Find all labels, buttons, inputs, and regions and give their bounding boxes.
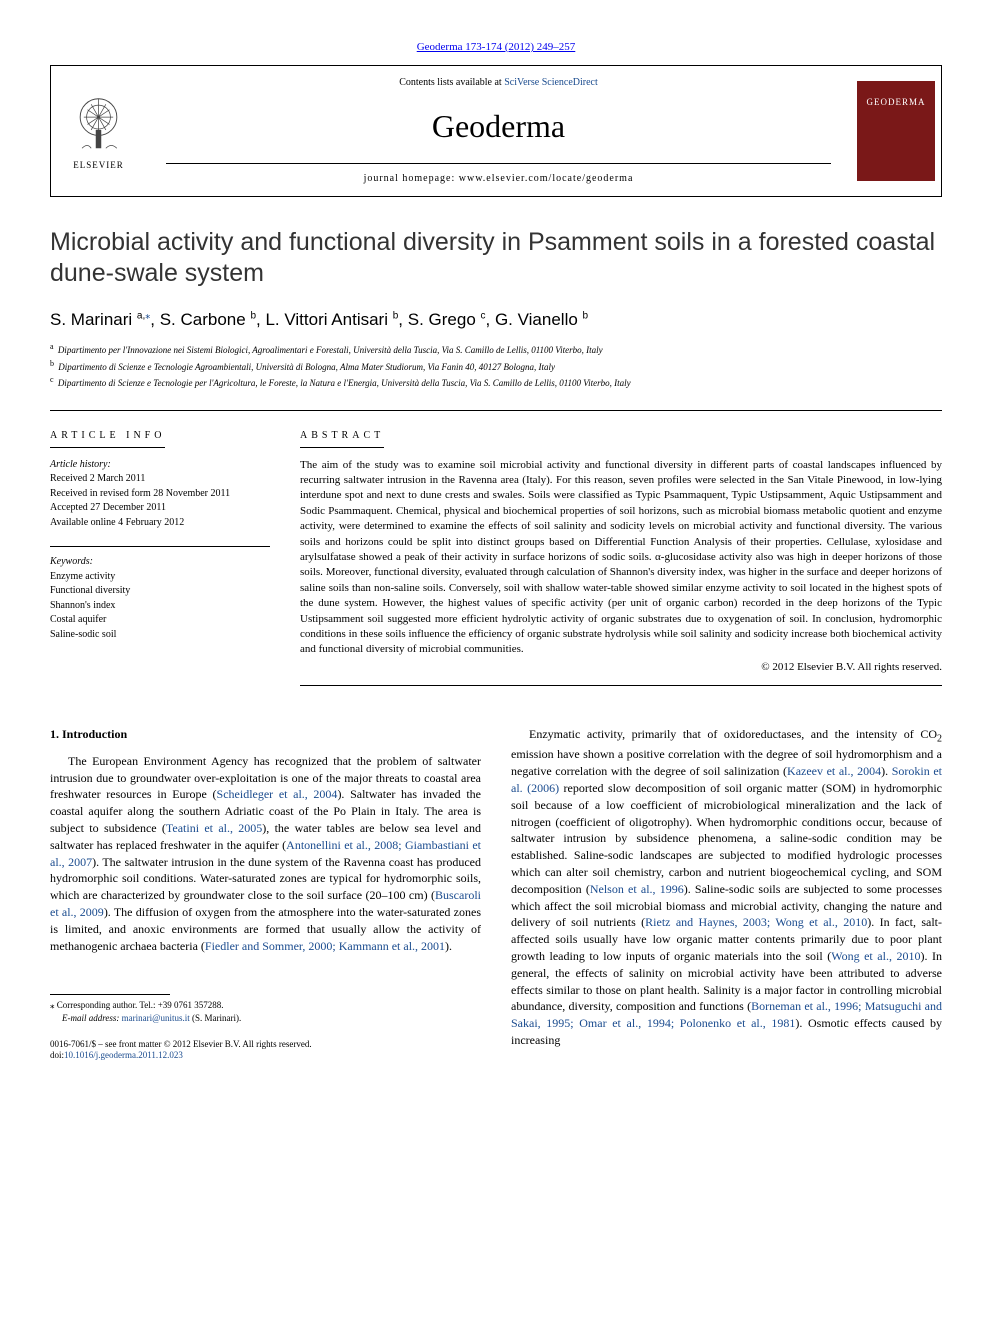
abstract-text: The aim of the study was to examine soil…	[300, 458, 942, 658]
history-revised: Received in revised form 28 November 201…	[50, 487, 270, 502]
history-online: Available online 4 February 2012	[50, 516, 270, 531]
homepage-line: journal homepage: www.elsevier.com/locat…	[166, 172, 831, 186]
authors-line: S. Marinari a,⁎, S. Carbone b, L. Vittor…	[50, 308, 942, 332]
author-1-affil: a,	[137, 310, 145, 321]
citation-link[interactable]: Fiedler and Sommer, 2000; Kammann et al.…	[205, 939, 445, 953]
elsevier-logo: ELSEVIER	[51, 76, 146, 186]
front-matter-text: 0016-7061/$ – see front matter © 2012 El…	[50, 1039, 312, 1049]
history-accepted: Accepted 27 December 2011	[50, 501, 270, 516]
body-columns: 1. Introduction The European Environment…	[50, 726, 942, 1062]
keywords-block: Keywords: Enzyme activity Functional div…	[50, 555, 270, 642]
page-container: Geoderma 173-174 (2012) 249–257 ELSEVIER…	[0, 0, 992, 1102]
meta-abstract-row: article info Article history: Received 2…	[50, 410, 942, 686]
elsevier-label: ELSEVIER	[73, 159, 124, 172]
email-suffix: (S. Marinari).	[190, 1013, 242, 1023]
abstract-bottom-rule	[300, 685, 942, 686]
keyword-5: Saline-sodic soil	[50, 628, 270, 643]
text-run: ).	[445, 939, 452, 953]
journal-cover-thumbnail: GEODERMA	[857, 81, 935, 181]
body-column-right: Enzymatic activity, primarily that of ox…	[511, 726, 942, 1062]
affil-text-b: Dipartimento di Scienze e Tecnologie Agr…	[58, 362, 555, 372]
affiliation-c: c Dipartimento di Scienze e Tecnologie p…	[50, 374, 942, 390]
text-run: reported slow decomposition of soil orga…	[511, 781, 942, 896]
journal-name: Geoderma	[166, 104, 831, 149]
header-center: Contents lists available at SciVerse Sci…	[146, 66, 851, 196]
author-5: G. Vianello	[495, 310, 583, 329]
affil-sup-b: b	[50, 359, 54, 368]
email-label: E-mail address:	[62, 1013, 122, 1023]
subscript: 2	[937, 733, 942, 744]
affiliations: a Dipartimento per l'Innovazione nei Sis…	[50, 341, 942, 389]
contents-prefix: Contents lists available at	[399, 77, 504, 88]
author-4: S. Grego	[408, 310, 481, 329]
meta-divider	[50, 546, 270, 547]
abstract-label: abstract	[300, 429, 384, 448]
text-run: ). The saltwater intrusion in the dune s…	[50, 855, 481, 903]
footnote-corr-text: Corresponding author. Tel.: +39 0761 357…	[55, 1000, 224, 1010]
article-title: Microbial activity and functional divers…	[50, 227, 942, 290]
journal-header: ELSEVIER Contents lists available at Sci…	[50, 65, 942, 197]
top-citation-link[interactable]: Geoderma 173-174 (2012) 249–257	[417, 41, 576, 53]
keyword-4: Costal aquifer	[50, 613, 270, 628]
corresponding-footnote: ⁎ Corresponding author. Tel.: +39 0761 3…	[50, 999, 481, 1024]
abstract-column: abstract The aim of the study was to exa…	[300, 425, 942, 686]
article-history: Article history: Received 2 March 2011 R…	[50, 458, 270, 531]
author-1: S. Marinari	[50, 310, 137, 329]
article-info-column: article info Article history: Received 2…	[50, 425, 270, 686]
citation-link[interactable]: Teatini et al., 2005	[166, 821, 262, 835]
keyword-2: Functional diversity	[50, 584, 270, 599]
email-link[interactable]: marinari@unitus.it	[122, 1013, 190, 1023]
affiliation-b: b Dipartimento di Scienze e Tecnologie A…	[50, 358, 942, 374]
history-label: Article history:	[50, 458, 270, 473]
author-sep: ,	[486, 310, 495, 329]
author-sep: ,	[150, 310, 159, 329]
article-info-label: article info	[50, 429, 165, 448]
abstract-copyright: © 2012 Elsevier B.V. All rights reserved…	[300, 660, 942, 675]
intro-para-1: The European Environment Agency has reco…	[50, 753, 481, 955]
citation-link[interactable]: Kazeev et al., 2004	[787, 764, 881, 778]
affil-text-a: Dipartimento per l'Innovazione nei Siste…	[58, 345, 603, 355]
footnote-separator	[50, 994, 170, 995]
sciverse-link[interactable]: SciVerse ScienceDirect	[504, 77, 598, 88]
keywords-label: Keywords:	[50, 555, 270, 570]
intro-para-2: Enzymatic activity, primarily that of ox…	[511, 726, 942, 1049]
intro-heading: 1. Introduction	[50, 726, 481, 743]
top-citation: Geoderma 173-174 (2012) 249–257	[50, 40, 942, 55]
header-divider	[166, 163, 831, 164]
affiliation-a: a Dipartimento per l'Innovazione nei Sis…	[50, 341, 942, 357]
history-received: Received 2 March 2011	[50, 472, 270, 487]
affil-sup-a: a	[50, 342, 54, 351]
author-5-affil: b	[583, 310, 589, 321]
author-2: S. Carbone	[160, 310, 251, 329]
body-column-left: 1. Introduction The European Environment…	[50, 726, 481, 1062]
author-sep: ,	[398, 310, 407, 329]
citation-link[interactable]: Rietz and Haynes, 2003; Wong et al., 201…	[645, 915, 867, 929]
author-3: L. Vittori Antisari	[265, 310, 392, 329]
text-run: ).	[881, 764, 892, 778]
keyword-1: Enzyme activity	[50, 570, 270, 585]
affil-sup-c: c	[50, 375, 54, 384]
citation-link[interactable]: Wong et al., 2010	[831, 949, 920, 963]
doi-link[interactable]: 10.1016/j.geoderma.2011.12.023	[64, 1050, 183, 1060]
keyword-3: Shannon's index	[50, 599, 270, 614]
elsevier-tree-icon	[71, 91, 126, 156]
contents-line: Contents lists available at SciVerse Sci…	[166, 76, 831, 90]
doi-prefix: doi:	[50, 1050, 64, 1060]
citation-link[interactable]: Nelson et al., 1996	[590, 882, 684, 896]
journal-cover-label: GEODERMA	[861, 96, 931, 109]
bottom-matter: 0016-7061/$ – see front matter © 2012 El…	[50, 1039, 481, 1062]
affil-text-c: Dipartimento di Scienze e Tecnologie per…	[58, 378, 631, 388]
citation-link[interactable]: Scheidleger et al., 2004	[217, 787, 338, 801]
text-run: Enzymatic activity, primarily that of ox…	[529, 727, 937, 741]
